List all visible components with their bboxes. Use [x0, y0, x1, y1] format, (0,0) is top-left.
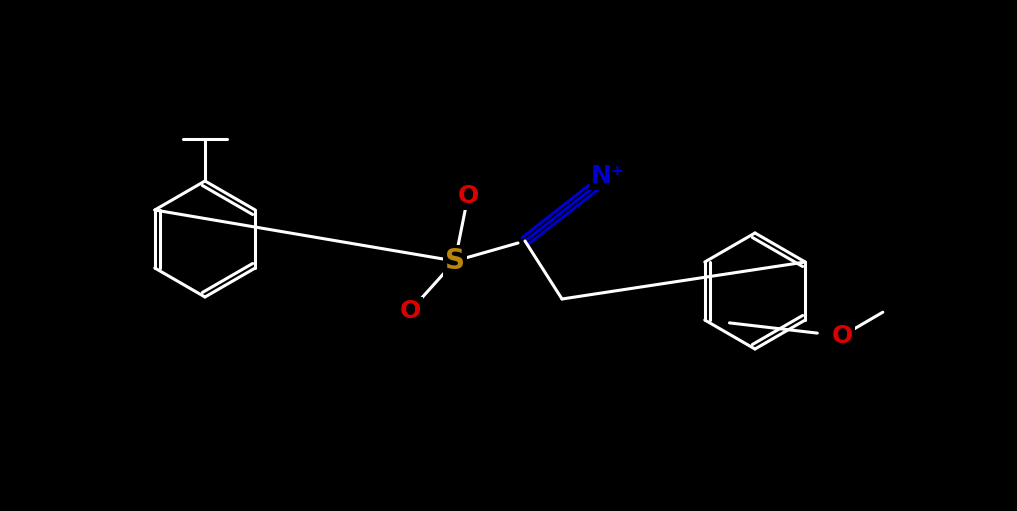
Text: O: O — [400, 299, 421, 323]
Text: S: S — [445, 247, 465, 275]
Text: N⁺: N⁺ — [591, 164, 625, 188]
Text: O: O — [458, 184, 479, 208]
Text: O: O — [831, 324, 852, 348]
